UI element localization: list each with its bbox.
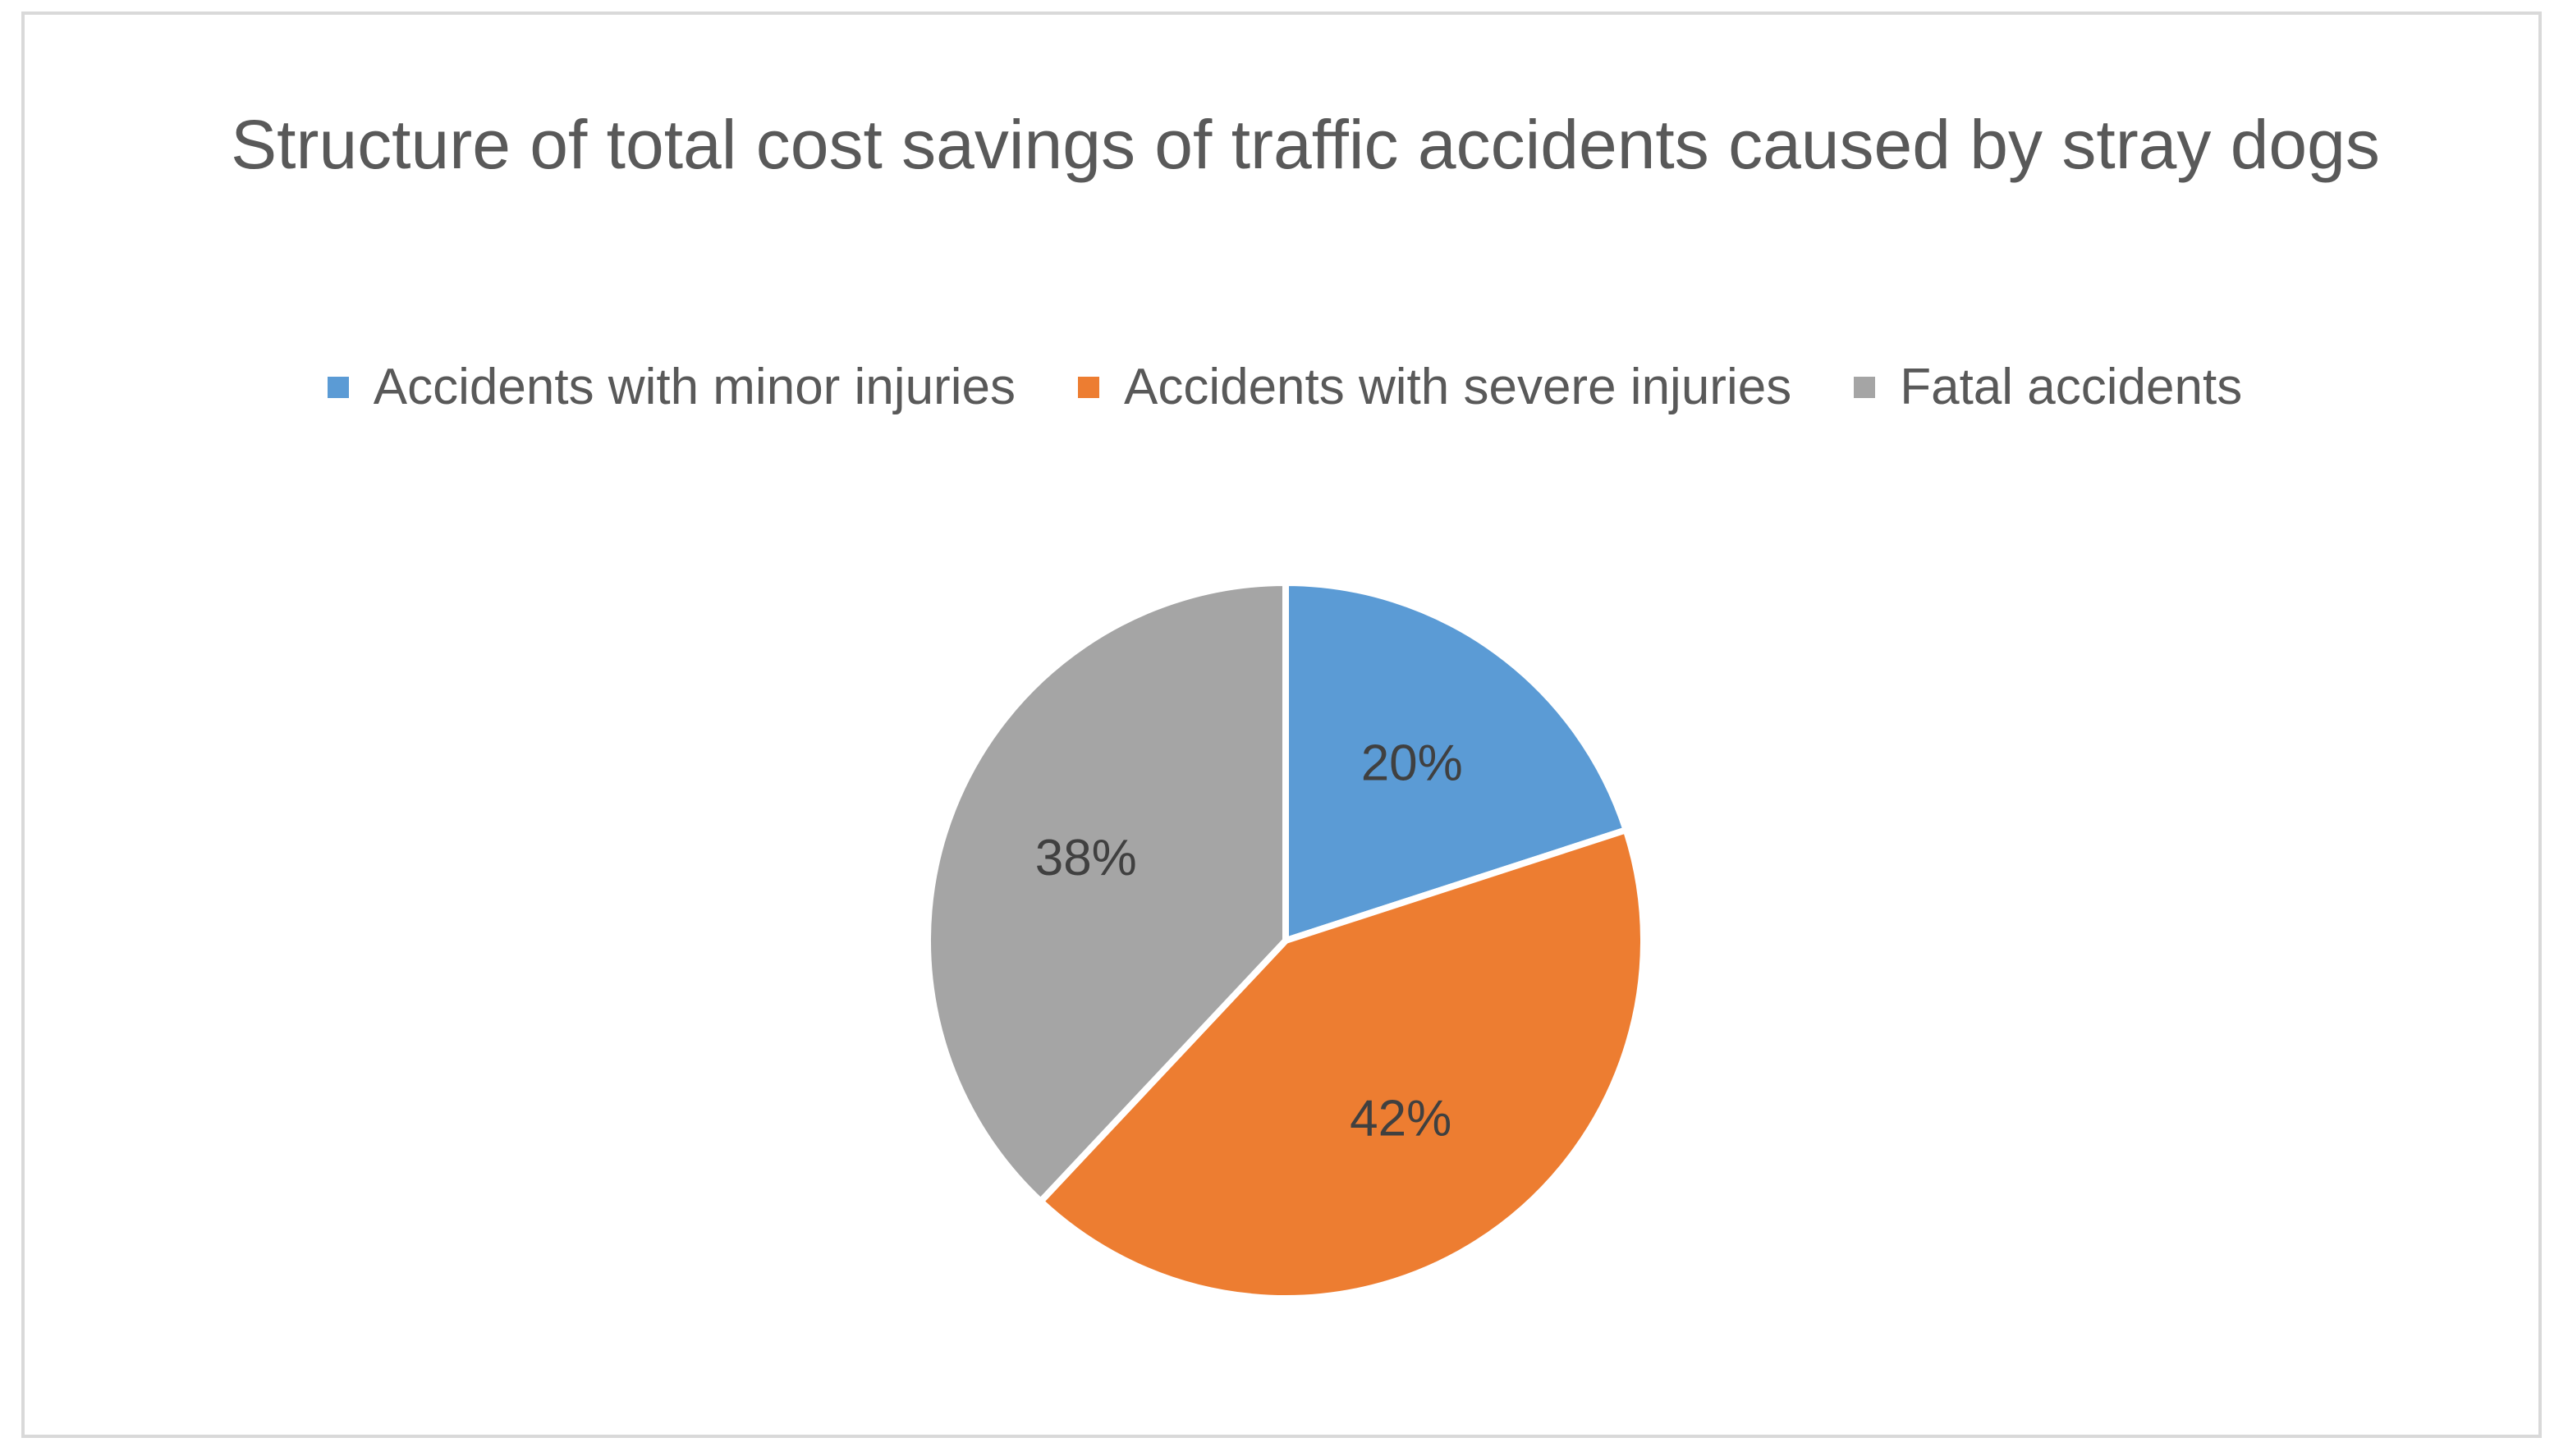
legend-swatch-minor-injuries xyxy=(327,377,349,398)
pie-slice-minor-injuries xyxy=(1282,579,1630,944)
chart-frame: Structure of total cost savings of traff… xyxy=(21,11,2542,1438)
data-label-severe-injuries: 42% xyxy=(1350,1090,1451,1147)
pie-data-labels: 20% 42% 38% xyxy=(1035,735,1463,1147)
legend-label-fatal-accidents: Fatal accidents xyxy=(1900,359,2243,415)
legend: Accidents with minor injuries Accidents … xyxy=(25,355,2545,420)
legend-item-severe-injuries: Accidents with severe injuries xyxy=(1077,355,1792,420)
pie-slices xyxy=(924,579,1647,1302)
data-label-fatal-accidents: 38% xyxy=(1035,830,1137,886)
legend-swatch-severe-injuries xyxy=(1077,377,1099,398)
chart-title: Structure of total cost savings of traff… xyxy=(231,106,2380,183)
pie-slice-severe-injuries xyxy=(1037,826,1647,1302)
legend-item-fatal-accidents: Fatal accidents xyxy=(1854,355,2242,420)
legend-label-severe-injuries: Accidents with severe injuries xyxy=(1123,359,1792,415)
legend-swatch-fatal-accidents xyxy=(1854,377,1876,398)
pie-chart: 20% 42% 38% xyxy=(924,579,1647,1302)
legend-item-minor-injuries: Accidents with minor injuries xyxy=(327,355,1016,420)
pie-slice-fatal-accidents xyxy=(924,579,1289,1205)
data-label-minor-injuries: 20% xyxy=(1361,735,1463,792)
legend-label-minor-injuries: Accidents with minor injuries xyxy=(373,359,1016,415)
